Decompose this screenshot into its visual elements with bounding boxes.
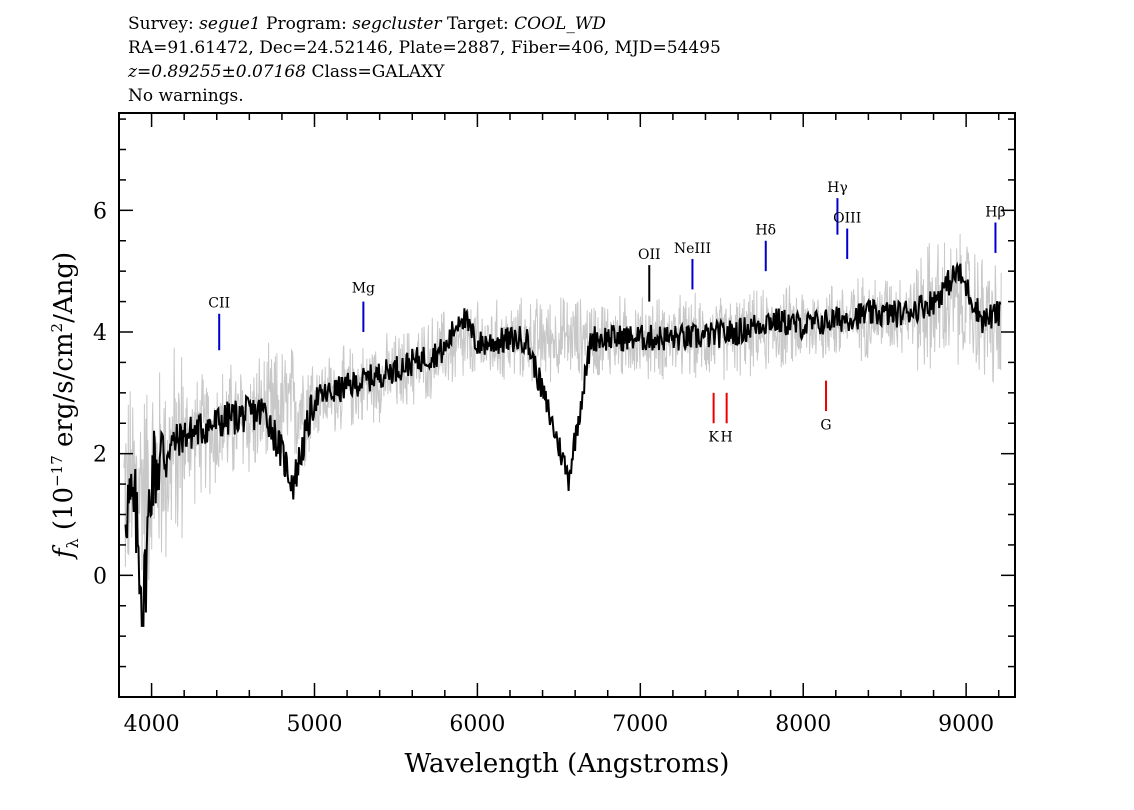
line-marker-label-neiii: NeIII	[674, 241, 711, 257]
header-line-coords: RA=91.61472, Dec=24.52146, Plate=2887, F…	[128, 38, 721, 58]
line-marker-label-h: H	[721, 430, 733, 446]
smoothed-spectrum-line	[124, 261, 1002, 627]
line-marker-label-oiii: OIII	[833, 211, 861, 227]
x-tick-label: 9000	[938, 712, 994, 737]
line-marker-label-mg: Mg	[352, 280, 375, 296]
y-axis-title-part: erg/s/cm	[49, 332, 79, 455]
redshift-value: z=0.89255±0.07168	[128, 62, 307, 82]
axis-ticks: 4000 5000 6000 7000 8000 9000 0 2 4 6	[93, 113, 1015, 737]
x-axis-title: Wavelength (Angstroms)	[405, 749, 730, 779]
line-marker-layer: CII Mg OII NeIII Hδ Hγ OIII Hβ K H G	[208, 180, 1005, 445]
y-tick-label: 0	[93, 564, 107, 589]
line-marker-label-h: Hδ	[755, 223, 776, 239]
line-marker-label-oii: OII	[638, 247, 661, 263]
header-line-redshift: z=0.89255±0.07168 Class=GALAXY	[128, 60, 721, 84]
line-marker-label-g: G	[820, 417, 831, 433]
header-line-warnings: No warnings.	[128, 86, 244, 106]
x-tick-label: 4000	[124, 712, 180, 737]
x-tick-label: 6000	[449, 712, 505, 737]
target-name: COOL_WD	[514, 14, 606, 34]
y-tick-label: 6	[93, 199, 107, 224]
y-axis-title-part: 2	[48, 323, 66, 333]
line-marker-label-k: K	[708, 430, 719, 446]
line-marker-label-h: Hβ	[985, 204, 1005, 220]
y-axis-title-part: (10	[49, 487, 79, 539]
y-axis-title: fλ (10−17 erg/s/cm2/Ang)	[48, 252, 82, 560]
x-tick-label: 7000	[612, 712, 668, 737]
line-marker-label-cii: CII	[208, 296, 230, 312]
y-tick-label: 2	[93, 443, 107, 468]
header-line-survey: Survey: segue1 Program: segcluster Targe…	[128, 14, 606, 34]
class-value: Class=GALAXY	[306, 62, 445, 82]
smoothed-spectrum-layer	[124, 261, 1002, 627]
line-marker-label-h: Hγ	[827, 180, 848, 196]
y-axis-title-part: /Ang)	[49, 252, 79, 323]
y-axis-title-part: −17	[48, 455, 66, 487]
x-tick-label: 8000	[775, 712, 831, 737]
x-tick-label: 5000	[286, 712, 342, 737]
survey-name: segue1	[199, 14, 261, 34]
plot-frame	[118, 112, 1016, 698]
program-name: segcluster	[352, 14, 442, 34]
y-tick-label: 4	[93, 321, 107, 346]
y-axis-title-part: λ	[63, 538, 82, 548]
spectrum-header: Survey: segue1 Program: segcluster Targe…	[128, 12, 721, 108]
